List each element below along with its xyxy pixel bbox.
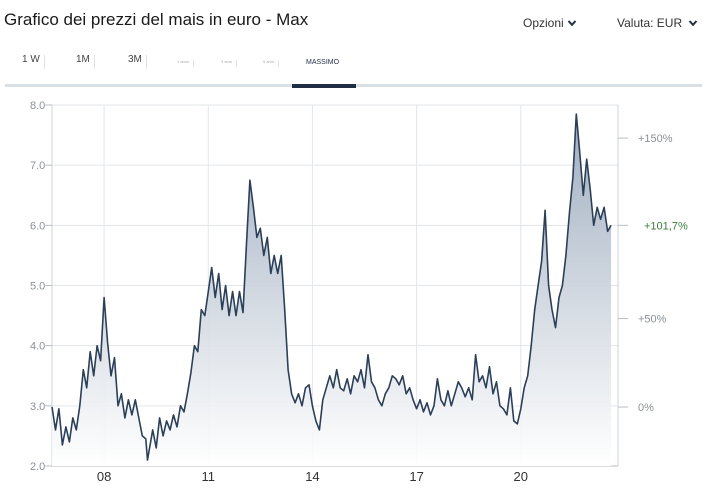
right-tick-label: +50% [638, 314, 667, 326]
tab-5y[interactable]: 5 anni [263, 60, 279, 67]
tab-1y[interactable]: 1 anno [177, 60, 195, 67]
x-axis: 08 11 14 17 20 [97, 469, 528, 484]
right-tick-label: +150% [638, 133, 673, 145]
tab-active-indicator [292, 84, 356, 88]
current-change-label: +101,7% [644, 220, 688, 232]
x-tick-label: 20 [514, 469, 528, 484]
price-line [51, 113, 612, 461]
y-tick-label: 2.0 [30, 461, 45, 473]
page-title: Grafico dei prezzi del mais in euro - Ma… [4, 10, 309, 29]
currency-label: Valuta: EUR [617, 16, 683, 30]
y-axis: 8.0 7.0 6.0 5.0 4.0 3.0 2.0 [30, 100, 52, 473]
y-tick-label: 4.0 [30, 341, 45, 353]
y-tick-label: 5.0 [30, 281, 45, 293]
chevron-down-icon [688, 20, 698, 27]
y-tick-label: 8.0 [30, 100, 45, 112]
y-tick-label: 6.0 [30, 220, 45, 232]
currency-selector[interactable]: Valuta: EUR [617, 16, 698, 30]
y-tick-label: 7.0 [30, 160, 45, 172]
chevron-down-icon [567, 20, 576, 27]
tab-1m[interactable]: 1M [76, 55, 95, 69]
price-area [52, 114, 612, 466]
options-menu[interactable]: Opzioni [523, 16, 577, 30]
y-tick-label: 3.0 [30, 401, 45, 413]
tab-3y[interactable]: 3 anni [221, 60, 237, 67]
tab-3m[interactable]: 3M [128, 55, 147, 69]
tab-max[interactable]: MASSIMO [306, 59, 340, 66]
x-tick-label: 11 [202, 469, 216, 484]
x-tick-label: 17 [409, 469, 423, 484]
time-range-tabs: 1 W 1M 3M 1 anno 3 anni 5 anni MASSIMO [0, 52, 702, 72]
x-tick-label: 14 [305, 469, 319, 484]
tab-1w[interactable]: 1 W [22, 55, 45, 69]
x-tick-label: 08 [97, 469, 111, 484]
options-label: Opzioni [523, 16, 564, 30]
right-percent-axis: +150% +101,7% +50% 0% [618, 133, 688, 414]
right-tick-label: 0% [638, 402, 654, 414]
